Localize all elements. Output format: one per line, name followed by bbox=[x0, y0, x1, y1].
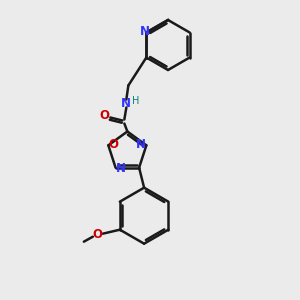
Text: N: N bbox=[121, 97, 131, 110]
Text: N: N bbox=[136, 138, 146, 151]
Text: N: N bbox=[140, 25, 150, 38]
Text: O: O bbox=[99, 109, 109, 122]
Text: N: N bbox=[116, 162, 126, 175]
Text: O: O bbox=[93, 228, 103, 241]
Text: H: H bbox=[132, 97, 139, 106]
Text: O: O bbox=[108, 138, 118, 151]
